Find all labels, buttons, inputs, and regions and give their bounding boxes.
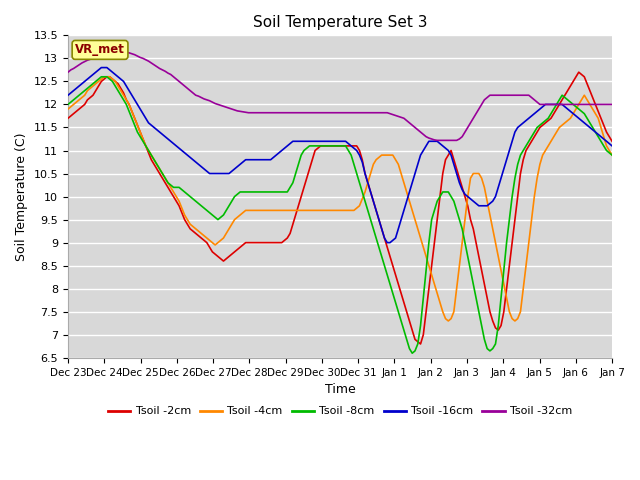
Y-axis label: Soil Temperature (C): Soil Temperature (C): [15, 132, 28, 261]
Title: Soil Temperature Set 3: Soil Temperature Set 3: [253, 15, 428, 30]
X-axis label: Time: Time: [324, 383, 355, 396]
Text: VR_met: VR_met: [75, 43, 125, 56]
Legend: Tsoil -2cm, Tsoil -4cm, Tsoil -8cm, Tsoil -16cm, Tsoil -32cm: Tsoil -2cm, Tsoil -4cm, Tsoil -8cm, Tsoi…: [103, 402, 577, 421]
